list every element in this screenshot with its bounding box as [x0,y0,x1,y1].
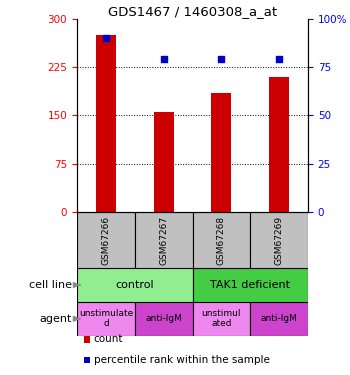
Text: GSM67268: GSM67268 [217,215,226,265]
Bar [77,268,193,302]
Bar [211,93,231,212]
Text: anti-IgM: anti-IgM [261,314,298,323]
Point [276,56,282,62]
Text: GSM67267: GSM67267 [159,215,168,265]
Text: cell line: cell line [29,280,72,290]
Text: unstimulate
d: unstimulate d [79,309,133,328]
Bar [96,35,116,212]
Bar [193,302,250,336]
Bar [250,302,308,336]
Text: percentile rank within the sample: percentile rank within the sample [94,355,270,365]
Text: anti-IgM: anti-IgM [145,314,182,323]
Text: control: control [116,280,154,290]
Bar [193,268,308,302]
Bar [193,212,250,268]
Text: GSM67266: GSM67266 [102,215,110,265]
Bar [269,77,289,212]
Bar [77,302,135,336]
Bar [135,212,192,268]
Text: agent: agent [39,314,72,324]
Point [103,35,108,41]
Bar [135,302,192,336]
Point [161,56,167,62]
Bar [154,112,174,212]
Bar [250,212,308,268]
Point [218,56,224,62]
Text: TAK1 deficient: TAK1 deficient [210,280,290,290]
Title: GDS1467 / 1460308_a_at: GDS1467 / 1460308_a_at [108,4,277,18]
Bar [77,212,135,268]
Text: unstimul
ated: unstimul ated [202,309,241,328]
Text: GSM67269: GSM67269 [275,215,284,265]
Text: count: count [94,334,123,344]
